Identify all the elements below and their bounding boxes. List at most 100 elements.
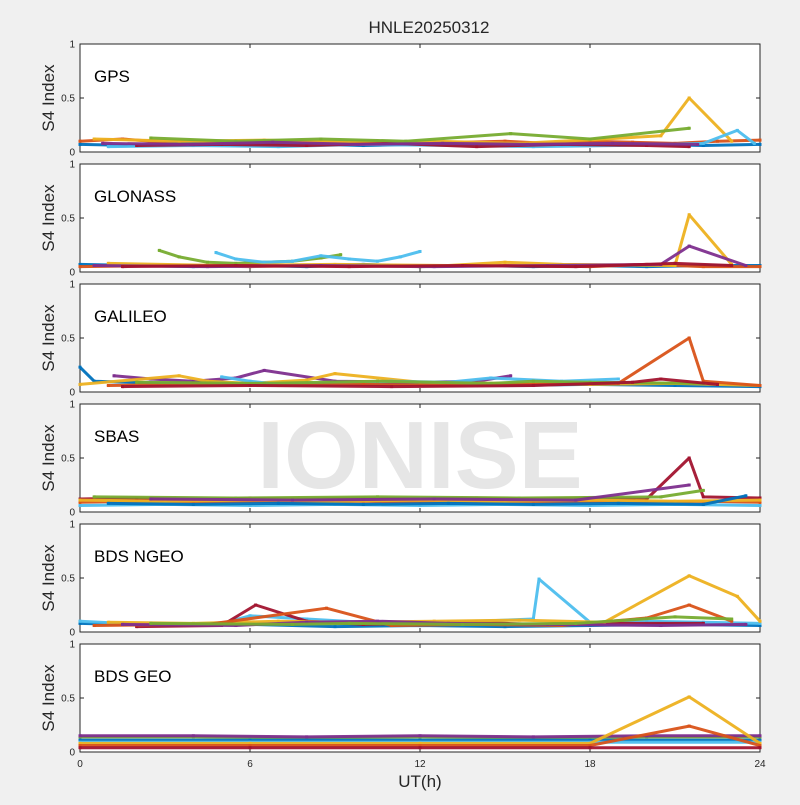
data-point — [121, 385, 124, 389]
data-point — [659, 377, 663, 381]
data-point — [758, 265, 762, 269]
data-point — [616, 377, 620, 381]
data-point — [106, 145, 110, 149]
y-tick-label: 1 — [69, 400, 75, 411]
y-tick-label: 1 — [69, 40, 75, 51]
data-point — [78, 382, 82, 386]
y-tick-label: 1 — [69, 160, 75, 171]
data-point — [687, 126, 691, 130]
data-point — [333, 372, 337, 376]
data-point — [149, 621, 153, 625]
data-point — [92, 624, 96, 628]
data-point — [234, 496, 238, 500]
data-point — [418, 746, 422, 750]
data-point — [503, 139, 507, 143]
data-point — [537, 577, 541, 581]
data-point — [333, 625, 337, 629]
panel-gps: 0 0.5 1 S4 Index GPS — [39, 40, 762, 159]
data-point — [248, 746, 252, 750]
data-point — [220, 375, 224, 379]
panel-label: GALILEO — [94, 307, 167, 326]
plot-area — [79, 163, 761, 273]
data-point — [758, 624, 762, 628]
data-point — [305, 378, 309, 382]
data-point — [588, 137, 592, 141]
data-point — [758, 621, 762, 625]
data-point — [509, 374, 513, 378]
data-point — [758, 744, 762, 748]
data-point — [276, 619, 280, 623]
data-point — [135, 144, 139, 148]
x-tick-label: 0 — [77, 759, 83, 770]
panel-label: BDS GEO — [94, 667, 171, 686]
data-point — [234, 139, 238, 143]
y-tick-label: 0 — [69, 628, 75, 639]
panel-label: BDS NGEO — [94, 547, 184, 566]
data-point — [673, 384, 677, 388]
data-point — [262, 381, 266, 385]
data-point — [758, 498, 762, 502]
y-tick-label: 0 — [69, 508, 75, 519]
data-point — [186, 142, 190, 146]
data-point — [206, 379, 209, 383]
data-point — [730, 139, 734, 143]
y-tick-label: 0.5 — [61, 214, 75, 225]
panel-bds-geo: 0 0.5 1 S4 Index BDS GEO — [39, 640, 762, 759]
data-point — [319, 137, 323, 141]
data-point — [602, 137, 606, 141]
data-point — [687, 96, 691, 100]
data-point — [531, 379, 535, 383]
y-axis-label: S4 Index — [39, 544, 58, 612]
data-point — [319, 254, 323, 258]
plot-area — [79, 403, 761, 513]
data-point — [701, 621, 705, 625]
data-point — [673, 499, 677, 503]
y-tick-label: 0.5 — [61, 454, 75, 465]
series-line — [101, 140, 700, 146]
data-point — [234, 264, 238, 268]
data-point — [503, 260, 507, 264]
panel-label: GPS — [94, 67, 130, 86]
data-point — [588, 744, 592, 748]
data-point — [758, 746, 762, 750]
data-point — [78, 139, 82, 143]
data-point — [376, 259, 379, 263]
data-point — [325, 606, 328, 610]
series-6 — [149, 483, 691, 502]
series-6 — [101, 140, 700, 146]
data-point — [191, 502, 195, 506]
data-point — [106, 261, 110, 265]
data-point — [276, 501, 280, 505]
data-point — [687, 244, 691, 248]
data-point — [248, 744, 252, 748]
data-point — [659, 134, 663, 138]
data-point — [611, 141, 615, 145]
data-point — [752, 141, 756, 145]
data-point — [177, 139, 181, 143]
data-point — [78, 738, 82, 742]
panel-label: GLONASS — [94, 187, 176, 206]
data-point — [701, 265, 705, 269]
data-point — [234, 624, 238, 628]
y-axis-label: S4 Index — [39, 64, 58, 132]
data-point — [588, 738, 592, 742]
data-point — [735, 594, 739, 598]
data-point — [687, 336, 691, 340]
data-point — [758, 741, 762, 745]
x-tick-label: 18 — [584, 759, 596, 770]
data-point — [92, 137, 96, 141]
data-point — [758, 142, 762, 146]
series-4 — [78, 695, 762, 745]
series-line — [106, 574, 762, 625]
y-axis-label: S4 Index — [39, 184, 58, 252]
y-tick-label: 0.5 — [61, 694, 75, 705]
data-point — [446, 501, 450, 505]
data-point — [645, 497, 649, 501]
data-point — [135, 625, 139, 629]
watermark: IONISE — [257, 402, 582, 509]
y-axis-label: S4 Index — [39, 424, 58, 492]
data-point — [347, 265, 351, 269]
data-point — [191, 734, 195, 738]
